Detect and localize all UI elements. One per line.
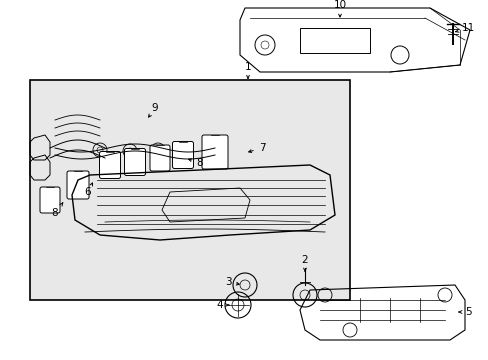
- Text: 10: 10: [333, 0, 346, 17]
- Text: 2: 2: [301, 255, 307, 271]
- Text: 1: 1: [244, 62, 251, 78]
- Text: 9: 9: [148, 103, 158, 117]
- Text: 11: 11: [455, 23, 474, 33]
- FancyBboxPatch shape: [124, 148, 145, 175]
- FancyBboxPatch shape: [150, 145, 170, 171]
- Bar: [299, 28, 369, 53]
- Text: 8: 8: [188, 158, 203, 168]
- Text: 4: 4: [216, 300, 228, 310]
- Text: 8: 8: [52, 203, 62, 218]
- FancyBboxPatch shape: [99, 152, 120, 179]
- Text: 5: 5: [458, 307, 470, 317]
- Bar: [30, 80, 349, 300]
- Text: 6: 6: [84, 183, 92, 197]
- FancyBboxPatch shape: [202, 135, 227, 169]
- FancyBboxPatch shape: [67, 171, 89, 199]
- FancyBboxPatch shape: [40, 187, 60, 213]
- FancyBboxPatch shape: [172, 141, 193, 168]
- Text: 7: 7: [248, 143, 265, 153]
- Text: 3: 3: [224, 277, 239, 287]
